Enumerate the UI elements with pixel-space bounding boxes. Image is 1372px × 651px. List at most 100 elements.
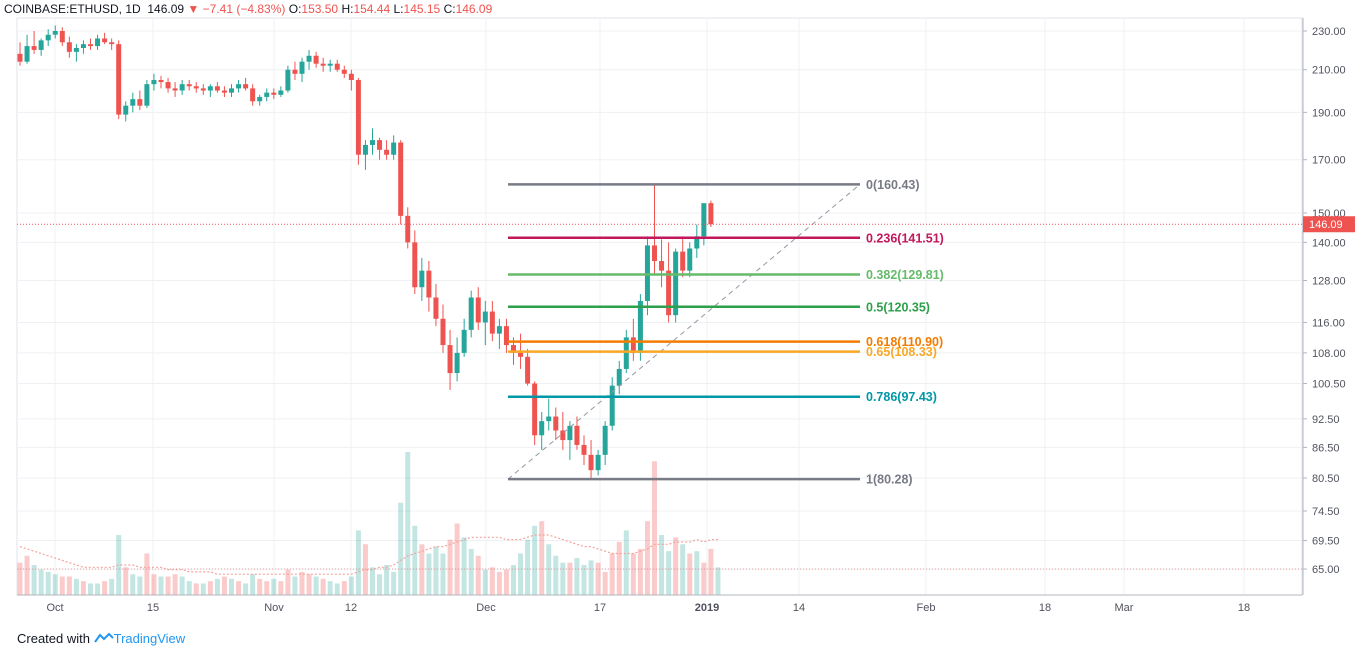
volume-bar [66, 576, 72, 595]
volume-bar [496, 571, 502, 595]
volume-bar [193, 583, 199, 595]
candle-body [652, 245, 657, 262]
open-value: 153.50 [301, 2, 339, 16]
candle-body [482, 311, 488, 323]
price-change: −7.41 (−4.83%) [202, 2, 286, 16]
volume-bar [511, 565, 516, 595]
candle-body [221, 90, 227, 93]
volume-bar [165, 576, 171, 595]
volume-bar [468, 548, 474, 595]
volume-bar [327, 581, 333, 595]
candle-body [637, 300, 643, 353]
candle-body [130, 99, 136, 106]
volume-bar [24, 555, 30, 595]
volume-bar [637, 548, 643, 595]
volume-bar [102, 581, 108, 595]
candle-body [468, 297, 474, 330]
volume-bar [482, 569, 488, 595]
x-tick-label: 18 [1039, 602, 1051, 614]
fib-trend-line[interactable] [507, 183, 861, 480]
volume-bar [440, 553, 446, 595]
candle-body [24, 46, 30, 62]
candle-body [532, 383, 538, 436]
candle-body [123, 105, 129, 115]
volume-bar [299, 571, 305, 595]
volume-bar [398, 502, 404, 595]
candle-body [370, 140, 375, 145]
candle-body [214, 86, 220, 91]
candle-body [560, 430, 566, 441]
fib-level-label: 0(160.43) [866, 178, 920, 192]
candle-body [327, 63, 333, 66]
candle-body [391, 142, 397, 155]
x-tick-label: Oct [46, 602, 63, 614]
volume-bar [433, 546, 439, 595]
candle-body [341, 69, 347, 74]
volume-bar [546, 544, 552, 595]
y-tick-label: 230.00 [1312, 26, 1346, 38]
volume-bar [503, 569, 509, 595]
candle-body [88, 44, 93, 47]
x-tick-label: 12 [345, 602, 357, 614]
candle-body [285, 69, 291, 91]
volume-bar [666, 551, 672, 595]
volume-bar [285, 569, 291, 595]
volume-bar [229, 578, 234, 595]
volume-bar [73, 578, 79, 595]
fib-level-label: 0.5(120.35) [866, 300, 930, 314]
fib-retracement[interactable]: 0(160.43) 0.236(141.51) 0.382(129.81) 0.5(1… [507, 178, 944, 487]
volume-bar [447, 539, 453, 595]
volume-bar [45, 571, 51, 595]
volume-bar [680, 544, 686, 595]
volume-bar [179, 576, 185, 595]
volume-bar [673, 537, 679, 595]
volume-bar [123, 567, 129, 595]
fib-level-label: 0.382(129.81) [866, 268, 944, 282]
candle-body [616, 368, 622, 386]
volume-bar [475, 555, 481, 595]
y-tick-label: 86.50 [1312, 442, 1340, 454]
fib-level-label: 1(80.28) [866, 473, 913, 487]
tradingview-brand[interactable]: TradingView [113, 631, 186, 646]
candle-body [250, 88, 256, 102]
close-value: 146.09 [455, 2, 493, 16]
candle-body [236, 84, 242, 89]
volume-bar [461, 537, 467, 595]
candle-body [503, 326, 509, 346]
y-tick-label: 100.50 [1312, 379, 1346, 391]
candle-body [546, 416, 552, 422]
candle-body [348, 73, 354, 80]
volume-bar [694, 551, 700, 595]
candle-body [630, 337, 636, 353]
y-tick-label: 69.50 [1312, 536, 1340, 548]
candle-body [708, 203, 714, 225]
candle-body [73, 47, 79, 52]
candle-body [475, 297, 481, 323]
x-tick-label: 17 [594, 602, 606, 614]
y-tick-label: 210.00 [1312, 65, 1346, 77]
candle-body [595, 454, 601, 471]
x-tick-label: Feb [917, 602, 936, 614]
candle-body [602, 425, 608, 455]
candle-body [489, 311, 495, 334]
grid-lines [16, 17, 1303, 596]
y-tick-label: 190.00 [1312, 107, 1346, 119]
candle-body [644, 245, 650, 301]
candle-body [588, 454, 594, 471]
volume-bar [644, 521, 650, 595]
volume-bar [701, 562, 707, 595]
y-tick-label: 92.50 [1312, 414, 1340, 426]
open-label: O: [288, 2, 302, 16]
candle-body [398, 142, 404, 216]
volume-bar [341, 581, 347, 595]
fib-level-label: 0.236(141.51) [866, 231, 944, 245]
volume-bar [574, 558, 580, 595]
candle-body [511, 345, 516, 353]
y-tick-label: 128.00 [1312, 276, 1346, 288]
volume-bar [609, 553, 615, 595]
candle-body [405, 215, 411, 243]
volume-bars [17, 452, 1302, 595]
x-tick-label: 15 [147, 602, 159, 614]
candle-body [701, 203, 707, 237]
